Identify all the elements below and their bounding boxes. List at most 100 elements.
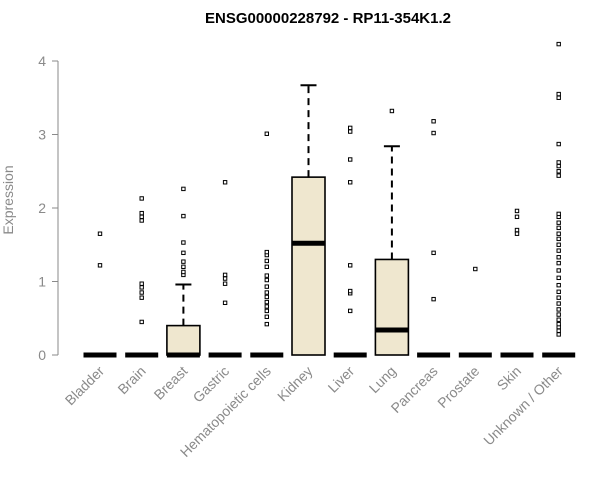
outlier-point [514, 227, 520, 233]
box-lung [374, 108, 410, 356]
outlier-point [264, 321, 270, 327]
x-tick-label: Brain [114, 363, 148, 397]
x-tick-label: Unknown / Other [480, 363, 566, 449]
outlier-point [556, 169, 561, 174]
x-tick-label: Kidney [274, 363, 316, 405]
y-tick-label: 3 [38, 127, 46, 143]
outlier-point [181, 264, 186, 270]
outlier-point [348, 180, 353, 185]
outlier-point [264, 294, 270, 300]
outlier-point [181, 269, 186, 275]
outlier-point [222, 276, 228, 281]
outlier-point [139, 290, 144, 295]
outlier-point [264, 290, 270, 295]
box-kidney [291, 84, 326, 356]
y-tick-label: 1 [38, 274, 46, 290]
outlier-point [556, 260, 561, 266]
outlier-point [264, 131, 270, 136]
outlier-point [264, 249, 270, 255]
box-unknown-other [542, 41, 576, 358]
outlier-point [556, 255, 561, 260]
chart-title: ENSG00000228792 - RP11-354K1.2 [205, 10, 451, 27]
outlier-point [348, 125, 353, 131]
outlier-point [556, 317, 561, 322]
outlier-point [222, 180, 228, 185]
outlier-point [348, 288, 353, 294]
outlier-point [514, 231, 520, 236]
outlier-point [556, 275, 561, 281]
outlier-point [431, 130, 436, 136]
x-tick-label: Prostate [434, 363, 482, 411]
outlier-point [264, 314, 270, 319]
outlier-point [139, 210, 144, 216]
outlier-point [97, 231, 103, 236]
outlier-point [139, 214, 144, 220]
outlier-point [139, 196, 144, 201]
outlier-point [264, 273, 270, 278]
outlier-point [556, 289, 561, 294]
outlier-point [264, 304, 270, 309]
box-breast [166, 186, 201, 358]
outlier-point [473, 266, 478, 272]
outlier-point [264, 264, 270, 270]
outlier-point [181, 213, 186, 219]
outlier-point [556, 141, 561, 147]
box-hematopoietic-cells [250, 131, 284, 358]
y-axis-label: Expression [0, 165, 16, 234]
outlier-point [556, 163, 561, 169]
outlier-point [139, 285, 144, 290]
box-liver [333, 125, 367, 358]
outlier-point [181, 186, 186, 192]
outlier-point [348, 129, 353, 134]
outlier-point [556, 160, 561, 165]
outlier-point [556, 220, 561, 225]
outlier-point [222, 300, 228, 306]
box-iqr [291, 176, 326, 356]
outlier-point [556, 173, 561, 178]
outlier-point [348, 263, 353, 268]
outlier-point [556, 282, 561, 288]
outlier-point [139, 319, 144, 325]
outlier-point [181, 240, 186, 245]
box-prostate [458, 266, 492, 358]
x-tick-label: Liver [325, 363, 358, 396]
x-tick-label: Bladder [62, 363, 108, 409]
outlier-point [556, 231, 561, 236]
outlier-point [139, 281, 144, 286]
outlier-point [181, 259, 186, 264]
outlier-point [264, 277, 270, 283]
box-series [83, 41, 576, 358]
x-tick-label: Breast [151, 363, 191, 403]
box-pancreas [417, 119, 451, 358]
outlier-point [556, 95, 561, 100]
outlier-point [139, 295, 144, 300]
outlier-point [556, 41, 561, 47]
outlier-point [556, 321, 561, 327]
outlier-point [348, 308, 353, 314]
outlier-point [431, 250, 436, 256]
box-bladder [83, 231, 117, 358]
box-iqr [166, 324, 201, 356]
outlier-point [556, 211, 561, 217]
outlier-point [556, 295, 561, 300]
x-tick-label: Skin [494, 363, 525, 394]
outlier-point [264, 299, 270, 305]
outlier-point [222, 281, 228, 286]
outlier-point [348, 157, 353, 162]
outlier-point [222, 272, 228, 278]
outlier-point [556, 225, 561, 231]
box-brain [125, 196, 159, 358]
outlier-point [556, 328, 561, 333]
outlier-point [514, 214, 520, 220]
outlier-point [556, 248, 561, 253]
outlier-point [514, 208, 520, 214]
y-tick-label: 2 [38, 200, 46, 216]
box-iqr [374, 258, 410, 356]
outlier-point [556, 307, 561, 312]
outlier-point [556, 242, 561, 247]
outlier-point [431, 296, 436, 302]
outlier-point [556, 312, 561, 317]
outlier-point [264, 308, 270, 314]
outlier-point [97, 263, 103, 268]
